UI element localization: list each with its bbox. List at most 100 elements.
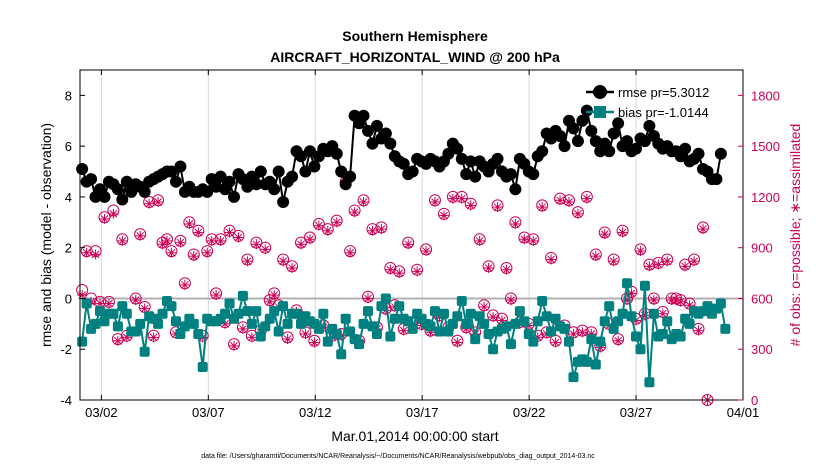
bias-point <box>278 301 289 312</box>
rmse-point <box>357 109 370 122</box>
assimilated-count-marker <box>144 198 155 209</box>
rmse-point <box>585 124 598 137</box>
bias-point <box>371 329 382 339</box>
assimilated-star-stroke <box>493 203 502 211</box>
assimilated-star-stroke <box>618 228 627 237</box>
rmse-point <box>469 170 482 183</box>
bias-point <box>443 326 454 337</box>
axes: 03/02 03/07 03/12 03/17 03/22 03/27 04/01 -4 -2 0… <box>60 70 780 420</box>
assimilated-count-marker <box>398 325 409 336</box>
assimilated-star-stroke <box>207 237 216 245</box>
bias-point <box>318 308 329 319</box>
assimilated-count-marker <box>287 263 298 273</box>
y-left-tick-label: 2 <box>65 241 72 256</box>
assimilated-count-marker <box>224 227 235 238</box>
rmse-series <box>76 104 727 208</box>
assimilated-count-marker <box>322 225 333 236</box>
assimilated-star-stroke <box>176 238 185 247</box>
bias-point <box>99 316 110 327</box>
bias-point <box>474 311 485 322</box>
y-axis-right-label: # of obs: o=possible; ∗=assimilated <box>787 124 803 347</box>
assimilated-star-stroke <box>658 309 667 318</box>
assimilated-star-stroke <box>569 330 578 338</box>
bias-point <box>153 318 164 329</box>
bias-point <box>112 321 123 332</box>
bias-series <box>77 278 731 388</box>
bias-point <box>586 334 597 345</box>
assimilated-count-marker <box>693 325 704 336</box>
chart-subtitle: AIRCRAFT_HORIZONTAL_WIND @ 200 hPa <box>270 49 560 65</box>
bias-point <box>179 321 190 332</box>
assimilated-count-marker <box>505 295 516 306</box>
rmse-point <box>138 185 151 198</box>
assimilated-star-stroke <box>270 291 279 299</box>
assimilated-star-stroke <box>82 248 91 257</box>
bias-point <box>233 308 244 319</box>
assimilated-star-stroke <box>547 255 555 264</box>
bias-point <box>121 308 132 319</box>
y-left-tick-label: 8 <box>65 88 72 103</box>
assimilated-star-stroke <box>502 265 511 274</box>
bias-point <box>77 336 88 347</box>
rmse-point <box>710 173 723 186</box>
rmse-point <box>621 135 634 148</box>
rmse-point <box>379 127 392 140</box>
assimilated-star-stroke <box>158 240 167 249</box>
rmse-point <box>272 165 285 178</box>
bias-point <box>550 313 561 324</box>
rmse-point <box>580 104 593 117</box>
bias-point <box>135 318 146 329</box>
x-tick-label: 03/12 <box>299 405 332 420</box>
bias-point <box>380 293 391 304</box>
assimilated-count-marker <box>229 340 240 351</box>
bias-point <box>434 326 445 337</box>
assimilated-count-marker <box>474 235 485 246</box>
assimilated-count-marker <box>438 210 449 221</box>
bias-point <box>255 331 266 342</box>
assimilated-count-marker <box>103 298 114 309</box>
assimilated-count-marker <box>260 244 271 255</box>
rmse-point <box>344 170 357 183</box>
bias-point <box>425 321 436 332</box>
bias-point <box>599 316 610 327</box>
rmse-point <box>254 165 267 178</box>
bias-point <box>291 308 302 319</box>
assimilated-star-stroke <box>310 338 319 347</box>
assimilated-count-marker <box>264 296 275 307</box>
assimilated-count-marker <box>358 197 369 207</box>
bias-point <box>407 323 418 334</box>
y-left-tick-label: -2 <box>60 342 72 357</box>
rmse-point <box>335 165 348 178</box>
assimilated-star-stroke <box>189 252 198 261</box>
assimilated-count-marker <box>429 197 440 207</box>
bias-point <box>90 318 101 329</box>
chart-title: Southern Hemisphere <box>342 28 488 44</box>
bias-point <box>170 316 181 327</box>
bias-point <box>559 323 570 334</box>
assimilated-count-marker <box>166 247 177 258</box>
rmse-point <box>308 160 321 173</box>
rmse-point <box>361 124 374 137</box>
bias-point <box>648 308 659 319</box>
assimilated-count-marker <box>206 235 217 246</box>
assimilated-star-stroke <box>265 297 274 306</box>
y-left-tick-label: 6 <box>65 139 72 154</box>
bias-point <box>358 318 369 329</box>
rmse-point <box>214 170 227 183</box>
bias-point <box>568 372 579 383</box>
assimilated-count-marker <box>501 264 512 275</box>
bias-point <box>715 298 726 309</box>
bias-point <box>313 323 324 334</box>
assimilated-count-marker <box>130 295 141 306</box>
assimilated-star-stroke <box>431 198 439 206</box>
assimilated-count-marker <box>648 295 659 306</box>
bias-point <box>595 336 606 347</box>
assimilated-star-stroke <box>131 296 140 305</box>
bias-point <box>657 329 668 339</box>
rmse-point <box>643 119 656 132</box>
assimilated-star-stroke <box>480 303 488 311</box>
assimilated-star-stroke <box>453 338 462 347</box>
bias-point <box>188 318 199 329</box>
assimilated-star-stroke <box>243 257 252 266</box>
